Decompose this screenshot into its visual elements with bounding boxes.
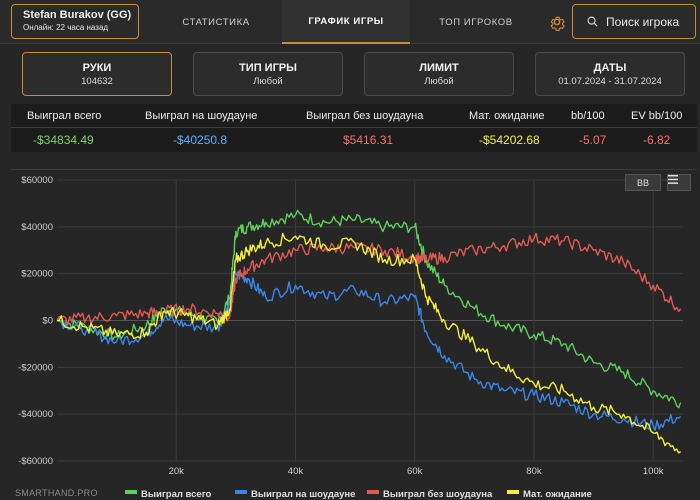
y-tick-label: $40000 xyxy=(21,222,53,233)
stats-header-row: Выиграл всего Выиграл на шоудауне Выигра… xyxy=(11,104,697,128)
stats-value-row: -$34834.49 -$40250.8 $5416.31 -$54202.68… xyxy=(11,128,697,152)
x-tick-label: 20k xyxy=(169,466,185,477)
stats-header-bb100: bb/100 xyxy=(571,110,605,122)
watermark-text: SMARTHAND.PRO xyxy=(15,488,98,498)
player-online-status: Онлайн: 22 часа назад xyxy=(23,23,109,32)
top-bar: Stefan Burakov (GG) Онлайн: 22 часа наза… xyxy=(0,0,700,44)
filter-dates-button[interactable]: ДАТЫ 01.07.2024 - 31.07.2024 xyxy=(535,52,685,96)
stats-value-ev-bb100: -6.82 xyxy=(643,133,671,147)
stats-table: Выиграл всего Выиграл на шоудауне Выигра… xyxy=(11,104,697,152)
tab-top-players[interactable]: ТОП ИГРОКОВ xyxy=(439,16,513,28)
stats-value-bb100: -5.07 xyxy=(579,133,607,147)
legend-label-0: Выиграл всего xyxy=(141,489,212,500)
stats-header-ev-bb100: EV bb/100 xyxy=(631,110,683,122)
legend-swatch-3 xyxy=(507,490,519,494)
x-tick-label: 40k xyxy=(288,466,304,477)
tab-statistics[interactable]: СТАТИСТИКА xyxy=(182,16,250,28)
x-tick-label: 100k xyxy=(643,466,664,477)
filter-game-type-title: ТИП ИГРЫ xyxy=(239,61,297,74)
legend-swatch-2 xyxy=(367,490,379,494)
stats-header-non-showdown: Выиграл без шоудауна xyxy=(306,110,424,122)
gear-icon[interactable] xyxy=(548,13,566,31)
series-line-2 xyxy=(56,232,682,326)
legend-label-2: Выиграл без шоудауна xyxy=(383,489,493,500)
y-tick-label: $20000 xyxy=(21,269,53,280)
filter-hands-value: 104632 xyxy=(81,75,113,87)
stats-header-ev: Мат. ожидание xyxy=(469,110,545,122)
search-label: Поиск игрока xyxy=(606,14,680,29)
chart-menu-button[interactable] xyxy=(667,174,691,191)
search-icon xyxy=(587,16,598,27)
series-line-1 xyxy=(56,270,682,431)
filter-limit-button[interactable]: ЛИМИТ Любой xyxy=(364,52,514,96)
stats-header-showdown: Выиграл на шоудауне xyxy=(145,110,258,122)
stats-value-total: -$34834.49 xyxy=(33,133,94,147)
x-tick-label: 60k xyxy=(407,466,423,477)
player-name: Stefan Burakov (GG) xyxy=(23,9,132,21)
y-tick-label: -$60000 xyxy=(18,456,53,467)
legend-swatch-1 xyxy=(235,490,247,494)
menu-icon xyxy=(668,175,678,184)
series-line-3 xyxy=(56,232,681,454)
filter-limit-title: ЛИМИТ xyxy=(419,61,459,74)
filter-dates-value: 01.07.2024 - 31.07.2024 xyxy=(558,75,662,87)
stats-value-non-showdown: $5416.31 xyxy=(343,133,394,147)
chart-canvas: $60000 $40000 $20000 $0 -$20000 -$40000 -$6000… xyxy=(15,175,683,500)
filter-limit-value: Любой xyxy=(424,75,454,87)
player-profile-card[interactable]: Stefan Burakov (GG) Онлайн: 22 часа наза… xyxy=(11,4,139,39)
legend-label-1: Выиграл на шоудауне xyxy=(251,489,355,500)
filter-dates-title: ДАТЫ xyxy=(593,61,627,74)
y-tick-label: -$20000 xyxy=(18,362,53,373)
bb-toggle-button[interactable]: BB xyxy=(625,174,661,191)
stats-header-total: Выиграл всего xyxy=(27,110,102,122)
filter-hands-title: РУКИ xyxy=(82,61,112,74)
filter-game-type-value: Любой xyxy=(253,75,283,87)
game-graph-chart: $60000 $40000 $20000 $0 -$20000 -$40000 -$6000… xyxy=(11,169,697,500)
x-tick-label: 80k xyxy=(526,466,542,477)
stats-value-ev: -$54202.68 xyxy=(479,133,540,147)
legend-label-3: Мат. ожидание xyxy=(523,489,592,500)
filter-hands-button[interactable]: РУКИ 104632 xyxy=(22,52,172,96)
legend-swatch-0 xyxy=(125,490,137,494)
tab-game-graph[interactable]: ГРАФИК ИГРЫ xyxy=(282,0,410,44)
filter-game-type-button[interactable]: ТИП ИГРЫ Любой xyxy=(193,52,343,96)
stats-value-showdown: -$40250.8 xyxy=(173,133,228,147)
y-tick-label: -$40000 xyxy=(18,409,53,420)
player-search-button[interactable]: Поиск игрока xyxy=(572,4,696,39)
y-tick-label: $60000 xyxy=(21,175,53,186)
y-tick-label: $0 xyxy=(42,316,53,327)
